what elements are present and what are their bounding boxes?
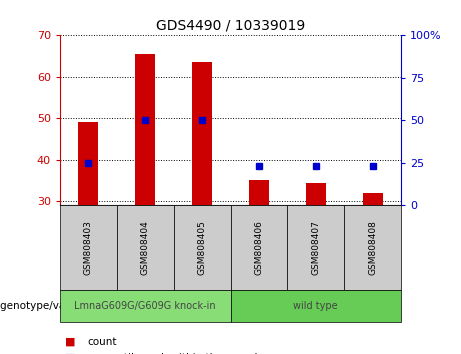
Text: GSM808406: GSM808406 [254,220,263,275]
Text: wild type: wild type [294,301,338,311]
Bar [306,183,326,205]
Text: count: count [88,337,117,347]
Bar [192,62,212,205]
Bar [78,122,98,205]
Text: GSM808407: GSM808407 [311,220,320,275]
Title: GDS4490 / 10339019: GDS4490 / 10339019 [156,19,305,33]
Bar [249,181,269,205]
Text: GSM808404: GSM808404 [141,221,150,275]
Text: ■: ■ [65,353,75,354]
Text: LmnaG609G/G609G knock-in: LmnaG609G/G609G knock-in [74,301,216,311]
Text: genotype/variation ▶: genotype/variation ▶ [0,301,110,311]
Bar [363,193,383,205]
Text: ■: ■ [65,337,75,347]
Text: percentile rank within the sample: percentile rank within the sample [88,353,264,354]
Text: GSM808408: GSM808408 [368,220,377,275]
Text: GSM808403: GSM808403 [84,220,93,275]
Text: GSM808405: GSM808405 [198,220,207,275]
Bar [135,54,155,205]
